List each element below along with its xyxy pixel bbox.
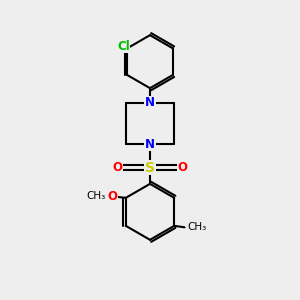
Text: S: S xyxy=(145,161,155,175)
Text: O: O xyxy=(112,161,123,174)
Text: Cl: Cl xyxy=(117,40,130,52)
Text: O: O xyxy=(177,161,188,174)
Text: N: N xyxy=(145,96,155,110)
Text: O: O xyxy=(107,190,118,203)
Text: CH₃: CH₃ xyxy=(187,222,206,232)
Text: CH₃: CH₃ xyxy=(87,191,106,201)
Text: N: N xyxy=(145,138,155,151)
